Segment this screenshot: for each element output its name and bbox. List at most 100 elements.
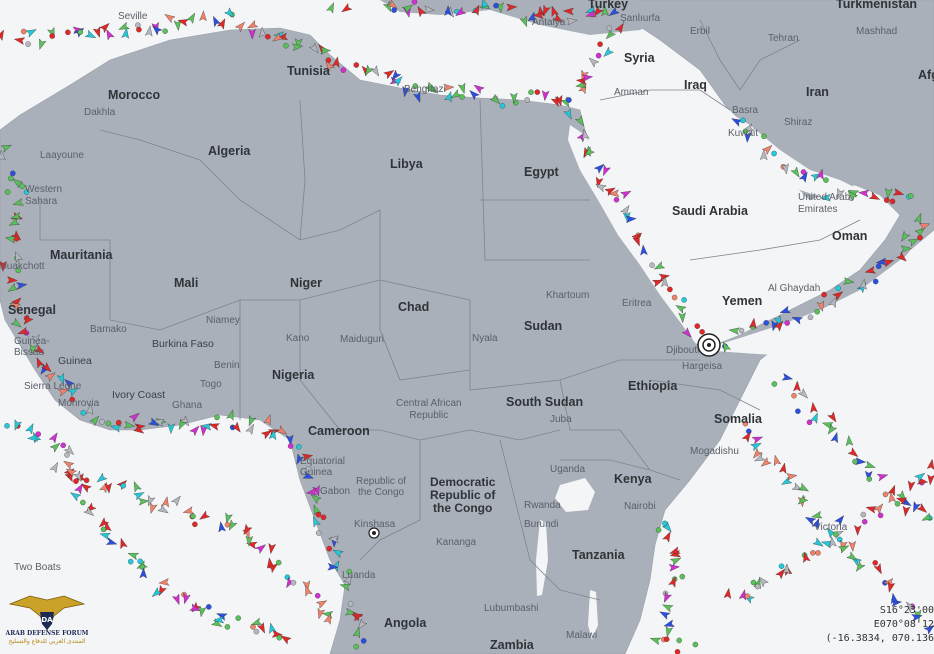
vessel-arrow-icon[interactable] [182, 506, 195, 516]
vessel-arrow-icon[interactable] [157, 504, 170, 516]
vessel-arrow-icon[interactable] [845, 435, 854, 447]
vessel-arrow-icon[interactable] [63, 444, 76, 457]
vessel-arrow-icon[interactable] [585, 9, 597, 20]
anchored-vessel-icon[interactable] [326, 545, 332, 552]
anchored-vessel-icon[interactable] [15, 267, 22, 274]
anchored-vessel-icon[interactable] [275, 559, 282, 566]
vessel-arrow-icon[interactable] [285, 434, 294, 446]
vessel-arrow-icon[interactable] [580, 128, 590, 141]
anchored-vessel-icon[interactable] [224, 624, 231, 630]
anchored-vessel-icon[interactable] [835, 285, 841, 291]
vessel-arrow-icon[interactable] [593, 161, 606, 174]
vessel-arrow-icon[interactable] [13, 36, 26, 45]
vessel-arrow-icon[interactable] [28, 343, 38, 356]
anchored-vessel-icon[interactable] [80, 410, 87, 416]
vessel-arrow-icon[interactable] [750, 440, 763, 452]
vessel-arrow-icon[interactable] [910, 501, 921, 514]
anchored-vessel-icon[interactable] [917, 234, 923, 241]
vessel-arrow-icon[interactable] [352, 626, 362, 639]
vessel-arrow-icon[interactable] [84, 29, 97, 41]
vessel-arrow-icon[interactable] [591, 5, 604, 18]
vessel-arrow-icon[interactable] [389, 69, 402, 82]
vessel-arrow-icon[interactable] [268, 428, 278, 441]
vessel-arrow-icon[interactable] [779, 305, 791, 316]
selected-target-marker[interactable] [696, 332, 722, 358]
vessel-arrow-icon[interactable] [723, 587, 732, 600]
vessel-arrow-icon[interactable] [782, 563, 791, 575]
anchored-vessel-icon[interactable] [742, 128, 749, 135]
vessel-arrow-icon[interactable] [471, 4, 482, 16]
anchored-vessel-icon[interactable] [73, 478, 79, 484]
vessel-arrow-icon[interactable] [246, 415, 257, 428]
vessel-arrow-icon[interactable] [830, 431, 840, 444]
vessel-arrow-icon[interactable] [150, 23, 163, 36]
vessel-arrow-icon[interactable] [827, 411, 839, 424]
vessel-arrow-icon[interactable] [882, 257, 895, 268]
vessel-arrow-icon[interactable] [345, 607, 357, 617]
vessel-arrow-icon[interactable] [812, 537, 825, 549]
vessel-arrow-icon[interactable] [681, 327, 694, 340]
vessel-arrow-icon[interactable] [876, 471, 889, 482]
anchored-vessel-icon[interactable] [250, 624, 256, 630]
anchored-vessel-icon[interactable] [493, 2, 499, 9]
anchored-vessel-icon[interactable] [347, 600, 354, 607]
vessel-arrow-icon[interactable] [550, 95, 562, 108]
vessel-arrow-icon[interactable] [198, 510, 211, 522]
vessel-arrow-icon[interactable] [600, 164, 611, 177]
vessel-arrow-icon[interactable] [0, 142, 13, 153]
anchored-vessel-icon[interactable] [224, 521, 231, 528]
vessel-arrow-icon[interactable] [549, 5, 559, 18]
vessel-arrow-icon[interactable] [248, 28, 256, 40]
vessel-arrow-icon[interactable] [309, 492, 322, 505]
vessel-arrow-icon[interactable] [907, 480, 916, 492]
vessel-arrow-icon[interactable] [454, 6, 467, 18]
anchored-vessel-icon[interactable] [77, 29, 84, 35]
vessel-arrow-icon[interactable] [8, 217, 20, 228]
vessel-arrow-icon[interactable] [256, 622, 268, 635]
vessel-arrow-icon[interactable] [226, 519, 238, 532]
vessel-arrow-icon[interactable] [10, 211, 22, 221]
vessel-arrow-icon[interactable] [246, 20, 259, 32]
vessel-arrow-icon[interactable] [226, 409, 237, 421]
vessel-arrow-icon[interactable] [118, 537, 128, 550]
vessel-arrow-icon[interactable] [614, 21, 626, 35]
vessel-arrow-icon[interactable] [759, 457, 772, 469]
vessel-arrow-icon[interactable] [41, 362, 54, 375]
vessel-arrow-icon[interactable] [327, 562, 339, 571]
vessel-arrow-icon[interactable] [250, 617, 263, 628]
vessel-arrow-icon[interactable] [271, 630, 283, 638]
vessel-arrow-icon[interactable] [927, 474, 934, 486]
vessel-arrow-icon[interactable] [49, 461, 61, 474]
vessel-arrow-icon[interactable] [625, 215, 637, 224]
vessel-arrow-icon[interactable] [668, 575, 679, 588]
anchored-vessel-icon[interactable] [889, 198, 896, 205]
vessel-arrow-icon[interactable] [97, 517, 110, 530]
vessel-arrow-icon[interactable] [323, 612, 334, 625]
vessel-arrow-icon[interactable] [401, 2, 414, 14]
anchored-vessel-icon[interactable] [314, 592, 321, 599]
vessel-arrow-icon[interactable] [790, 166, 802, 179]
vessel-arrow-icon[interactable] [834, 187, 845, 200]
anchored-vessel-icon[interactable] [459, 94, 465, 100]
vessel-arrow-icon[interactable] [199, 10, 207, 22]
anchored-vessel-icon[interactable] [699, 329, 705, 335]
vessel-arrow-icon[interactable] [110, 423, 122, 433]
anchored-vessel-icon[interactable] [80, 499, 86, 506]
vessel-arrow-icon[interactable] [668, 546, 681, 557]
anchored-vessel-icon[interactable] [806, 419, 813, 426]
anchored-vessel-icon[interactable] [676, 637, 682, 644]
vessel-arrow-icon[interactable] [661, 521, 674, 534]
vessel-arrow-icon[interactable] [669, 555, 682, 566]
vessel-arrow-icon[interactable] [900, 245, 912, 253]
vessel-arrow-icon[interactable] [889, 592, 899, 605]
vessel-arrow-icon[interactable] [770, 320, 779, 332]
anchored-vessel-icon[interactable] [566, 97, 572, 103]
vessel-arrow-icon[interactable] [759, 149, 768, 161]
vessel-arrow-icon[interactable] [566, 17, 578, 26]
vessel-arrow-icon[interactable] [796, 494, 809, 507]
anchored-vessel-icon[interactable] [320, 514, 327, 521]
anchored-vessel-icon[interactable] [649, 262, 655, 268]
vessel-arrow-icon[interactable] [0, 28, 7, 41]
vessel-arrow-icon[interactable] [424, 81, 437, 93]
